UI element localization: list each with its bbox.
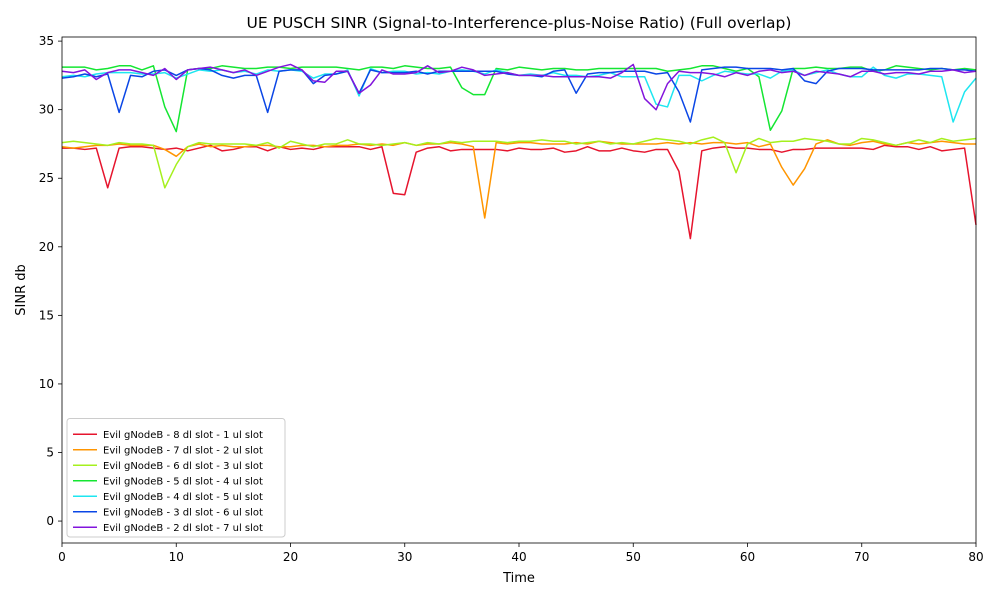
y-tick-label: 35 (39, 34, 54, 48)
legend-label: Evil gNodeB - 4 dl slot - 5 ul slot (103, 492, 263, 503)
chart-title: UE PUSCH SINR (Signal-to-Interference-pl… (247, 14, 792, 32)
legend-label: Evil gNodeB - 3 dl slot - 6 ul slot (103, 507, 263, 518)
x-axis: 0 10 20 30 40 50 60 70 80 (58, 543, 984, 564)
y-tick-label: 30 (39, 103, 54, 117)
series-layer (61, 63, 977, 240)
x-axis-label: Time (502, 571, 535, 586)
x-tick-label: 50 (626, 550, 641, 564)
series-line-1 (62, 144, 977, 240)
y-tick-label: 25 (39, 171, 54, 185)
series-line-7 (61, 63, 977, 111)
x-tick-label: 60 (740, 550, 755, 564)
legend-box (66, 418, 286, 538)
legend-label: Evil gNodeB - 8 dl slot - 1 ul slot (103, 430, 263, 441)
y-tick-label: 20 (39, 240, 54, 254)
y-tick-label: 10 (39, 377, 54, 391)
x-tick-label: 30 (397, 550, 412, 564)
legend-label: Evil gNodeB - 7 dl slot - 2 ul slot (103, 445, 263, 456)
y-tick-label: 5 (46, 445, 54, 459)
x-tick-label: 20 (283, 550, 298, 564)
y-axis-label: SINR db (14, 264, 29, 315)
x-tick-label: 70 (854, 550, 869, 564)
y-tick-label: 15 (39, 308, 54, 322)
x-tick-label: 10 (169, 550, 184, 564)
legend-label: Evil gNodeB - 5 dl slot - 4 ul slot (103, 476, 263, 487)
x-tick-label: 40 (511, 550, 526, 564)
series-line-3 (61, 136, 977, 189)
x-tick-label: 80 (968, 550, 983, 564)
legend-label: Evil gNodeB - 6 dl slot - 3 ul slot (103, 461, 263, 472)
x-tick-label: 0 (58, 550, 66, 564)
y-tick-label: 0 (46, 514, 54, 528)
y-axis: 0 5 10 15 20 25 30 35 (39, 34, 62, 528)
legend-label: Evil gNodeB - 2 dl slot - 7 ul slot (103, 523, 263, 534)
legend: Evil gNodeB - 8 dl slot - 1 ul slot Evil … (66, 418, 286, 538)
